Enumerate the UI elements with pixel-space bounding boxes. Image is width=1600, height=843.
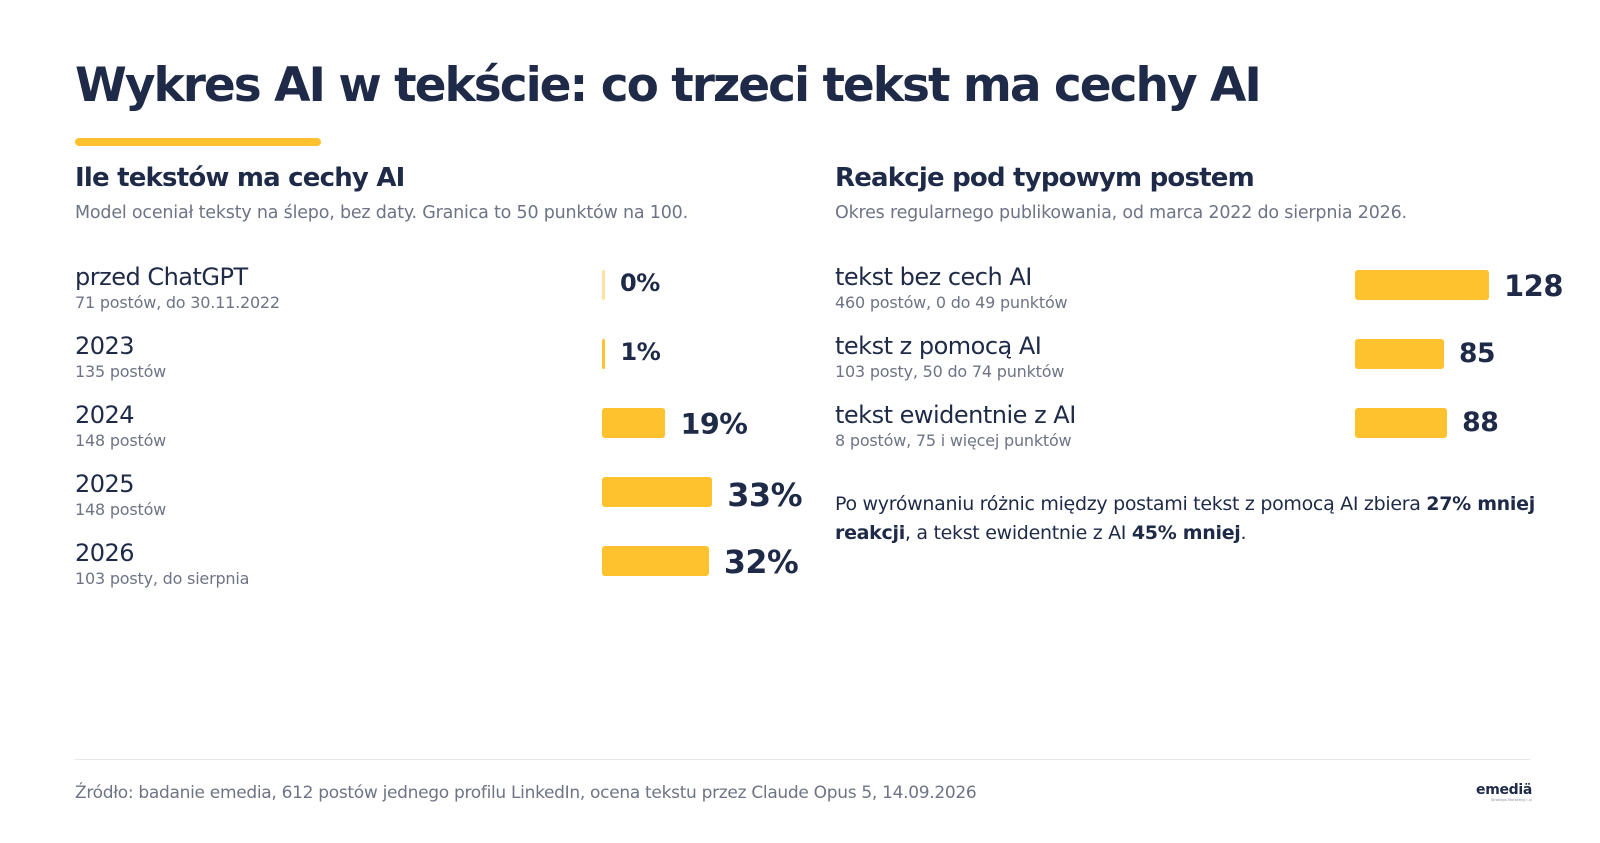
footer-divider	[75, 759, 1530, 760]
right-chart-title: Reakcje pod typowym postem	[835, 163, 1255, 193]
left-chart-title: Ile tekstów ma cechy AI	[75, 163, 405, 193]
note-bold-1: 27% mniej reakcji	[835, 493, 1535, 544]
title-accent-line	[75, 138, 321, 146]
chart-row: 2025 148 postów 33%	[75, 470, 805, 524]
bar	[602, 546, 709, 576]
row-note: 460 postów, 0 do 49 punktów	[835, 293, 1068, 312]
summary-note: Po wyrównaniu różnic między postami teks…	[835, 490, 1535, 548]
row-note: 135 postów	[75, 362, 167, 381]
bar	[1355, 408, 1448, 438]
bar	[602, 270, 605, 300]
row-label: 2026	[75, 539, 135, 567]
row-label: tekst ewidentnie z AI	[835, 401, 1076, 429]
logo-wordmark: emediä	[1476, 782, 1533, 798]
bar-value-label: 1%	[620, 338, 661, 366]
chart-row: tekst z pomocą AI 103 posty, 50 do 74 pun…	[835, 332, 1555, 386]
chart-row: przed ChatGPT 71 postów, do 30.11.2022 0%	[75, 263, 805, 317]
chart-row: 2023 135 postów 1%	[75, 332, 805, 386]
left-chart-subtitle: Model oceniał teksty na ślepo, bez daty.…	[75, 203, 688, 223]
note-bold-2: 45% mniej	[1131, 522, 1241, 544]
bar	[602, 339, 606, 369]
row-note: 71 postów, do 30.11.2022	[75, 293, 280, 312]
bar-value-label: 88	[1462, 407, 1499, 438]
emedia-logo: emediä Strategia Marketing i AI	[1476, 783, 1532, 803]
chart-row: 2026 103 posty, do sierpnia 32%	[75, 539, 805, 593]
chart-row: tekst bez cech AI 460 postów, 0 do 49 pun…	[835, 263, 1564, 317]
row-label: 2023	[75, 332, 135, 360]
row-label: tekst bez cech AI	[835, 263, 1032, 291]
bar-value-label: 128	[1504, 269, 1564, 303]
row-note: 148 postów	[75, 431, 167, 450]
row-note: 148 postów	[75, 500, 167, 519]
bar-value-label: 19%	[680, 407, 748, 441]
note-text-3: .	[1240, 522, 1247, 544]
bar	[1355, 339, 1444, 369]
note-text-2: , a tekst ewidentnie z AI	[904, 522, 1132, 544]
bar-value-label: 32%	[723, 545, 799, 581]
bar-value-label: 33%	[727, 476, 803, 514]
row-note: 103 posty, do sierpnia	[75, 569, 250, 588]
bar	[602, 408, 666, 438]
row-label: 2025	[75, 470, 135, 498]
row-note: 103 posty, 50 do 74 punktów	[835, 362, 1065, 381]
bar-value-label: 0%	[620, 269, 660, 297]
row-label: przed ChatGPT	[75, 263, 248, 291]
row-label: tekst z pomocą AI	[835, 332, 1042, 360]
bar	[602, 477, 713, 507]
right-chart-subtitle: Okres regularnego publikowania, od marca…	[835, 203, 1407, 223]
row-note: 8 postów, 75 i więcej punktów	[835, 431, 1072, 450]
chart-row: 2024 148 postów 19%	[75, 401, 805, 455]
source-text: Źródło: badanie emedia, 612 postów jedne…	[75, 783, 977, 803]
row-label: 2024	[75, 401, 135, 429]
page-title: Wykres AI w tekście: co trzeci tekst ma …	[75, 58, 1262, 113]
bar	[1355, 270, 1489, 300]
note-text-1: Po wyrównaniu różnic między postami teks…	[835, 493, 1427, 515]
logo-tagline: Strategia Marketing i AI	[1490, 798, 1533, 802]
chart-row: tekst ewidentnie z AI 8 postów, 75 i więc…	[835, 401, 1555, 455]
bar-value-label: 85	[1458, 338, 1496, 369]
